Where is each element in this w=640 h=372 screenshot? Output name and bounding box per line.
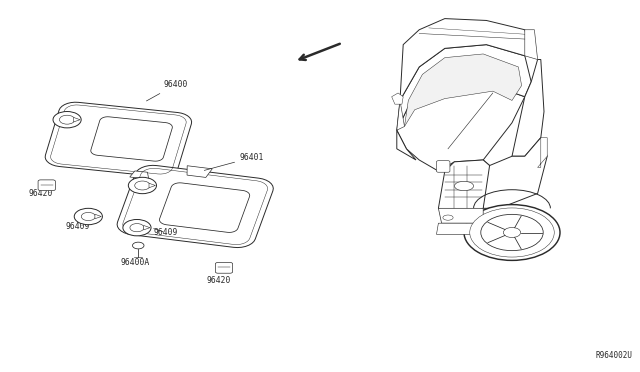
Polygon shape — [187, 166, 212, 177]
Ellipse shape — [443, 215, 453, 220]
Circle shape — [129, 177, 157, 194]
Circle shape — [481, 214, 543, 251]
Polygon shape — [397, 130, 416, 160]
Text: 96409: 96409 — [154, 228, 178, 237]
Polygon shape — [436, 223, 485, 234]
Polygon shape — [159, 183, 250, 232]
Circle shape — [81, 212, 95, 221]
Polygon shape — [404, 54, 522, 126]
Circle shape — [123, 219, 151, 236]
Polygon shape — [95, 214, 101, 219]
Text: R964002U: R964002U — [595, 351, 632, 360]
Circle shape — [135, 181, 150, 190]
Polygon shape — [45, 102, 191, 177]
FancyBboxPatch shape — [38, 180, 56, 190]
Polygon shape — [400, 19, 531, 100]
Polygon shape — [438, 208, 483, 223]
Circle shape — [130, 224, 144, 232]
Polygon shape — [130, 171, 148, 179]
Polygon shape — [74, 118, 80, 122]
Text: 96420: 96420 — [206, 276, 230, 285]
Circle shape — [464, 205, 560, 260]
Polygon shape — [143, 225, 150, 230]
Polygon shape — [117, 166, 273, 247]
Polygon shape — [397, 45, 531, 130]
Polygon shape — [525, 30, 538, 60]
Circle shape — [53, 112, 81, 128]
Circle shape — [60, 115, 75, 124]
Polygon shape — [483, 138, 547, 208]
Polygon shape — [392, 93, 403, 104]
Text: 96409: 96409 — [65, 222, 90, 231]
Polygon shape — [512, 60, 544, 156]
Text: 96401: 96401 — [204, 153, 264, 170]
Circle shape — [74, 208, 102, 225]
FancyBboxPatch shape — [215, 263, 233, 273]
Circle shape — [132, 242, 144, 249]
Text: 96400A: 96400A — [120, 258, 150, 267]
Polygon shape — [397, 100, 404, 130]
Polygon shape — [149, 183, 156, 188]
Circle shape — [504, 228, 521, 238]
Polygon shape — [538, 138, 547, 167]
Polygon shape — [438, 160, 490, 214]
Circle shape — [470, 208, 554, 257]
Ellipse shape — [454, 182, 474, 191]
Text: 96420: 96420 — [29, 189, 53, 198]
FancyBboxPatch shape — [436, 161, 450, 172]
Polygon shape — [397, 86, 525, 171]
Text: 96400: 96400 — [147, 80, 188, 101]
Polygon shape — [91, 117, 172, 161]
